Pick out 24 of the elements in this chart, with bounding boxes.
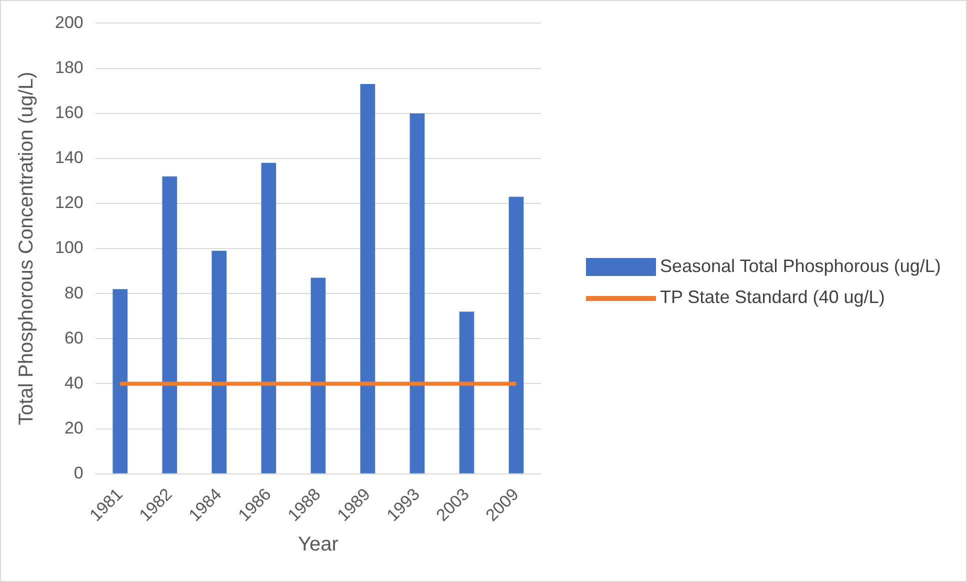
bar bbox=[112, 289, 128, 474]
y-tick-label: 20 bbox=[64, 418, 84, 438]
bar bbox=[310, 278, 326, 474]
bar bbox=[212, 250, 227, 474]
legend-label: Seasonal Total Phosphorous (ug/L) bbox=[660, 256, 941, 277]
bar bbox=[261, 162, 276, 474]
y-tick-label: 120 bbox=[54, 193, 84, 212]
bar bbox=[360, 84, 376, 474]
y-tick-label: 200 bbox=[54, 12, 84, 32]
y-tick-label: 0 bbox=[74, 464, 84, 483]
y-tick-label: 60 bbox=[64, 328, 84, 348]
bar bbox=[410, 113, 425, 474]
bar bbox=[162, 176, 178, 474]
y-tick-label: 100 bbox=[54, 238, 84, 258]
y-tick-label: 40 bbox=[64, 373, 84, 392]
bar bbox=[508, 196, 524, 474]
y-axis-title: Total Phosphorous Concentration (ug/L) bbox=[16, 72, 38, 426]
bar bbox=[459, 312, 474, 474]
y-tick-label: 80 bbox=[64, 283, 84, 302]
y-tick-label: 160 bbox=[54, 103, 84, 122]
y-tick-label: 140 bbox=[54, 148, 84, 168]
y-tick-label: 180 bbox=[54, 58, 84, 77]
legend-label: TP State Standard (40 ug/L) bbox=[660, 287, 885, 308]
x-axis-title: Year bbox=[298, 534, 339, 556]
